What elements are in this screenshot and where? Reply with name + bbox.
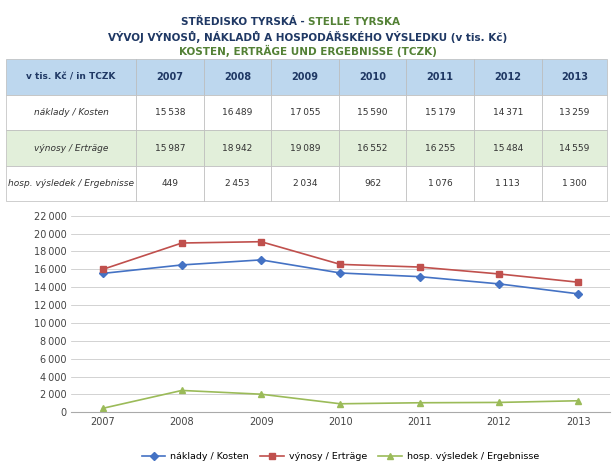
Text: 1 076: 1 076 bbox=[428, 179, 453, 188]
Text: 962: 962 bbox=[364, 179, 381, 188]
hosp. výsledek / Ergebnisse bbox=[336, 401, 344, 407]
náklady / Kosten bbox=[416, 274, 423, 280]
hosp. výsledek / Ergebnisse bbox=[575, 398, 582, 403]
Text: 19 089: 19 089 bbox=[290, 144, 320, 153]
Text: 2007: 2007 bbox=[156, 72, 183, 82]
Text: 449: 449 bbox=[161, 179, 178, 188]
Text: KOSTEN, ERTRÄGE UND ERGEBNISSE (TCZK): KOSTEN, ERTRÄGE UND ERGEBNISSE (TCZK) bbox=[179, 45, 437, 57]
Text: VÝVOJ VÝNOSŮ, NÁKLADŮ A HOSPODÁŘSKÉHO VÝSLEDKU (v tis. Kč): VÝVOJ VÝNOSŮ, NÁKLADŮ A HOSPODÁŘSKÉHO VÝ… bbox=[108, 31, 508, 43]
Text: STŘEDISKO TYRSKÁ -: STŘEDISKO TYRSKÁ - bbox=[180, 17, 308, 27]
Text: STELLE TYRSKA: STELLE TYRSKA bbox=[308, 17, 400, 27]
výnosy / Erträge bbox=[575, 279, 582, 285]
náklady / Kosten bbox=[99, 271, 106, 276]
Legend: náklady / Kosten, výnosy / Erträge, hosp. výsledek / Ergebnisse: náklady / Kosten, výnosy / Erträge, hosp… bbox=[138, 448, 543, 465]
Text: 15 538: 15 538 bbox=[155, 108, 185, 117]
Text: náklady / Kosten: náklady / Kosten bbox=[34, 108, 108, 117]
náklady / Kosten bbox=[336, 270, 344, 276]
Text: 16 489: 16 489 bbox=[222, 108, 253, 117]
výnosy / Erträge bbox=[178, 240, 185, 246]
náklady / Kosten bbox=[495, 281, 503, 287]
Line: výnosy / Erträge: výnosy / Erträge bbox=[100, 239, 581, 285]
Text: 2009: 2009 bbox=[291, 72, 318, 82]
náklady / Kosten bbox=[575, 291, 582, 297]
Text: 15 179: 15 179 bbox=[425, 108, 455, 117]
Text: 2008: 2008 bbox=[224, 72, 251, 82]
náklady / Kosten bbox=[257, 257, 265, 263]
Text: 15 987: 15 987 bbox=[155, 144, 185, 153]
Text: 2 034: 2 034 bbox=[293, 179, 317, 188]
hosp. výsledek / Ergebnisse bbox=[416, 400, 423, 406]
hosp. výsledek / Ergebnisse bbox=[178, 388, 185, 393]
Text: 16 255: 16 255 bbox=[425, 144, 455, 153]
Text: 2011: 2011 bbox=[427, 72, 454, 82]
Text: 1 300: 1 300 bbox=[562, 179, 587, 188]
Text: 14 559: 14 559 bbox=[559, 144, 590, 153]
výnosy / Erträge bbox=[336, 262, 344, 267]
Text: 2012: 2012 bbox=[494, 72, 521, 82]
Text: 13 259: 13 259 bbox=[559, 108, 590, 117]
Text: 17 055: 17 055 bbox=[290, 108, 320, 117]
hosp. výsledek / Ergebnisse bbox=[99, 406, 106, 411]
Text: 2013: 2013 bbox=[561, 72, 588, 82]
Text: 16 552: 16 552 bbox=[357, 144, 388, 153]
hosp. výsledek / Ergebnisse bbox=[257, 392, 265, 397]
Text: 14 371: 14 371 bbox=[493, 108, 523, 117]
Text: výnosy / Erträge: výnosy / Erträge bbox=[34, 144, 108, 153]
Text: 15 484: 15 484 bbox=[493, 144, 523, 153]
výnosy / Erträge bbox=[416, 264, 423, 270]
náklady / Kosten bbox=[178, 262, 185, 268]
výnosy / Erträge bbox=[99, 266, 106, 272]
Text: 1 113: 1 113 bbox=[495, 179, 520, 188]
Text: hosp. výsledek / Ergebnisse: hosp. výsledek / Ergebnisse bbox=[8, 179, 134, 188]
hosp. výsledek / Ergebnisse bbox=[495, 400, 503, 405]
výnosy / Erträge bbox=[495, 271, 503, 277]
Line: hosp. výsledek / Ergebnisse: hosp. výsledek / Ergebnisse bbox=[100, 388, 581, 411]
Text: v tis. Kč / in TCZK: v tis. Kč / in TCZK bbox=[26, 73, 116, 82]
Text: 15 590: 15 590 bbox=[357, 108, 388, 117]
Line: náklady / Kosten: náklady / Kosten bbox=[100, 257, 581, 297]
Text: 2010: 2010 bbox=[359, 72, 386, 82]
výnosy / Erträge bbox=[257, 239, 265, 245]
Text: 18 942: 18 942 bbox=[222, 144, 253, 153]
Text: 2 453: 2 453 bbox=[225, 179, 249, 188]
